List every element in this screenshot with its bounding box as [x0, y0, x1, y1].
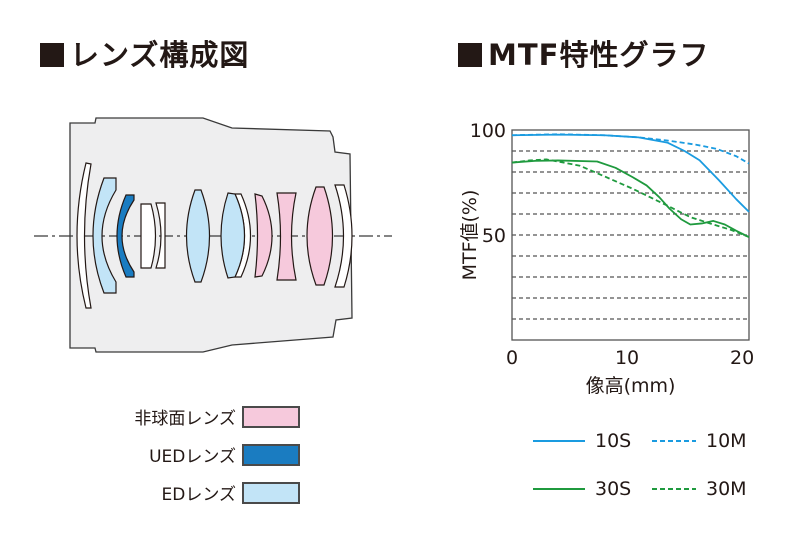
legend-label: 10M	[706, 430, 747, 452]
x-tick-label: 20	[730, 347, 754, 369]
legend-label: 10S	[595, 430, 632, 452]
legend-label: 非球面レンズ	[134, 409, 236, 429]
legend-ed: EDレンズ	[161, 480, 300, 505]
lens-element-4	[140, 203, 157, 269]
legend-label: 30S	[595, 478, 632, 500]
ed-swatch	[242, 481, 300, 504]
lens-element-asph-2	[276, 192, 297, 281]
legend-10m: 10M	[652, 430, 747, 452]
lens-element-last	[334, 184, 353, 288]
x-tick-label: 0	[506, 347, 518, 369]
legend-ued: UEDレンズ	[149, 442, 300, 467]
lens-element-ed-3	[220, 192, 246, 279]
lens-element-ued	[116, 194, 135, 278]
plot-frame	[511, 129, 750, 341]
series-line-10M	[511, 133, 750, 165]
x-tick-label: 10	[615, 347, 639, 369]
lens-title-text: レンズ構成図	[70, 38, 250, 72]
lens-element-asph-3	[306, 186, 334, 286]
square-bullet-icon	[40, 43, 64, 67]
y-tick-label: 50	[482, 225, 506, 247]
y-axis-label: MTF値(%)	[459, 190, 481, 281]
lens-legend: 非球面レンズ UEDレンズ EDレンズ	[100, 400, 300, 510]
lens-section-title: レンズ構成図	[40, 32, 249, 74]
legend-30s: 30S	[533, 478, 631, 500]
mtf-title-text: MTF特性グラフ	[488, 38, 710, 72]
legend-aspherical: 非球面レンズ	[134, 404, 300, 429]
y-tick-label: 100	[470, 120, 506, 142]
square-bullet-icon	[458, 43, 482, 67]
series-line-30S	[511, 159, 750, 238]
legend-label: UEDレンズ	[149, 447, 236, 467]
legend-10s: 10S	[533, 430, 631, 452]
legend-label: EDレンズ	[161, 485, 237, 505]
ued-swatch	[242, 443, 300, 466]
lens-element-asph-1	[254, 193, 273, 278]
series-line-30M	[511, 158, 750, 238]
mtf-section-title: MTF特性グラフ	[458, 32, 709, 74]
legend-label: 30M	[706, 478, 747, 500]
lens-element-ed-2	[185, 189, 211, 283]
aspherical-swatch	[242, 405, 300, 428]
x-axis-label: 像高(mm)	[586, 375, 676, 397]
lens-element-ed-1	[92, 177, 117, 294]
lens-element-5	[155, 202, 166, 269]
legend-30m: 30M	[652, 478, 747, 500]
series-line-10S	[511, 133, 750, 213]
lens-element-1	[76, 162, 92, 309]
